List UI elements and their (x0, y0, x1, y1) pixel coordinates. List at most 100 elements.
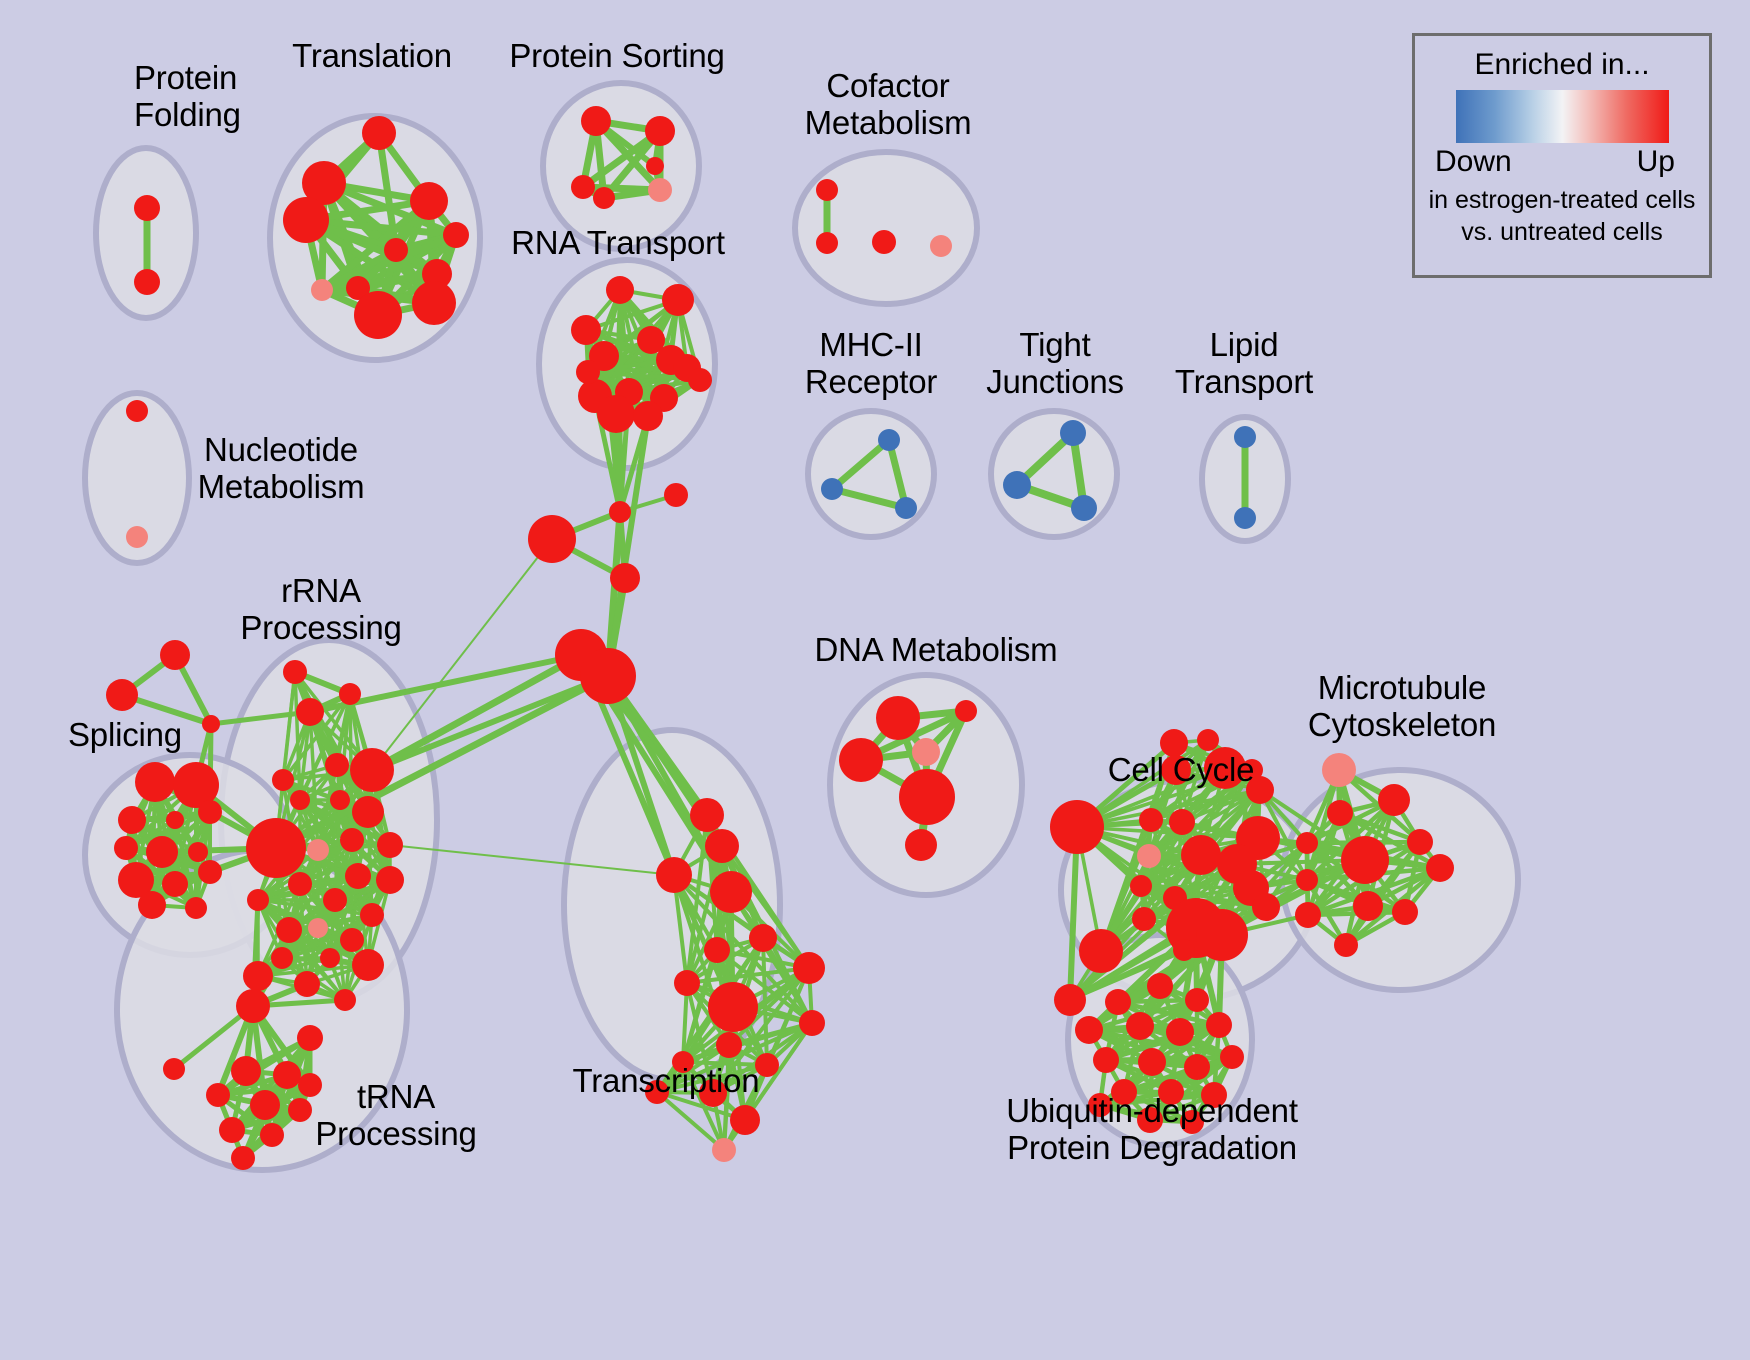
network-node[interactable] (1426, 854, 1454, 882)
network-node[interactable] (320, 948, 340, 968)
network-node[interactable] (674, 970, 700, 996)
network-node[interactable] (339, 683, 361, 705)
network-node[interactable] (325, 753, 349, 777)
network-node[interactable] (571, 175, 595, 199)
network-node[interactable] (288, 1098, 312, 1122)
network-node[interactable] (597, 395, 635, 433)
network-node[interactable] (354, 291, 402, 339)
network-node[interactable] (1158, 1079, 1184, 1105)
network-node[interactable] (1105, 989, 1131, 1015)
network-node[interactable] (1139, 808, 1163, 832)
network-node[interactable] (755, 1053, 779, 1077)
network-node[interactable] (146, 836, 178, 868)
network-node[interactable] (1130, 875, 1152, 897)
network-node[interactable] (1071, 495, 1097, 521)
network-node[interactable] (633, 401, 663, 431)
network-node[interactable] (243, 961, 273, 991)
network-node[interactable] (296, 698, 324, 726)
network-node[interactable] (821, 478, 843, 500)
network-node[interactable] (912, 738, 940, 766)
network-node[interactable] (350, 748, 394, 792)
network-node[interactable] (1234, 507, 1256, 529)
network-node[interactable] (645, 1080, 669, 1104)
network-node[interactable] (699, 1079, 727, 1107)
network-node[interactable] (271, 947, 293, 969)
network-node[interactable] (1126, 1012, 1154, 1040)
network-node[interactable] (1296, 832, 1318, 854)
network-node[interactable] (704, 937, 730, 963)
network-node[interactable] (308, 918, 328, 938)
network-node[interactable] (672, 1051, 694, 1073)
network-node[interactable] (730, 1105, 760, 1135)
network-node[interactable] (1407, 829, 1433, 855)
network-node[interactable] (1137, 844, 1161, 868)
network-node[interactable] (345, 863, 371, 889)
network-node[interactable] (1147, 973, 1173, 999)
network-node[interactable] (1160, 729, 1188, 757)
network-node[interactable] (1060, 420, 1086, 446)
network-node[interactable] (114, 836, 138, 860)
network-node[interactable] (705, 829, 739, 863)
network-node[interactable] (816, 232, 838, 254)
network-node[interactable] (1220, 1045, 1244, 1069)
network-node[interactable] (1353, 891, 1383, 921)
network-node[interactable] (346, 276, 370, 300)
network-node[interactable] (1075, 1016, 1103, 1044)
network-node[interactable] (1197, 729, 1219, 751)
network-node[interactable] (260, 1123, 284, 1147)
network-node[interactable] (352, 796, 384, 828)
network-node[interactable] (1204, 747, 1246, 789)
network-node[interactable] (231, 1056, 261, 1086)
network-node[interactable] (1093, 1047, 1119, 1073)
network-node[interactable] (637, 326, 665, 354)
network-node[interactable] (166, 811, 184, 829)
network-node[interactable] (609, 501, 631, 523)
network-node[interactable] (1138, 1048, 1166, 1076)
network-node[interactable] (1161, 755, 1191, 785)
network-node[interactable] (1137, 1107, 1163, 1133)
network-node[interactable] (247, 889, 269, 911)
network-node[interactable] (352, 949, 384, 981)
network-node[interactable] (376, 866, 404, 894)
network-node[interactable] (272, 769, 294, 791)
network-node[interactable] (610, 563, 640, 593)
network-node[interactable] (1378, 784, 1410, 816)
network-node[interactable] (1392, 899, 1418, 925)
network-node[interactable] (1201, 1082, 1227, 1108)
network-node[interactable] (716, 1032, 742, 1058)
network-node[interactable] (878, 429, 900, 451)
network-node[interactable] (185, 897, 207, 919)
network-node[interactable] (276, 917, 302, 943)
network-node[interactable] (1132, 907, 1156, 931)
network-node[interactable] (443, 222, 469, 248)
network-node[interactable] (1111, 1079, 1137, 1105)
network-node[interactable] (749, 924, 777, 952)
network-node[interactable] (1234, 426, 1256, 448)
network-node[interactable] (198, 860, 222, 884)
network-node[interactable] (712, 1138, 736, 1162)
network-node[interactable] (793, 952, 825, 984)
network-node[interactable] (330, 790, 350, 810)
network-node[interactable] (290, 790, 310, 810)
network-node[interactable] (899, 769, 955, 825)
network-node[interactable] (1079, 929, 1123, 973)
network-node[interactable] (362, 116, 396, 150)
network-node[interactable] (895, 497, 917, 519)
network-node[interactable] (1054, 984, 1086, 1016)
network-node[interactable] (138, 891, 166, 919)
network-node[interactable] (410, 182, 448, 220)
network-node[interactable] (173, 762, 219, 808)
network-node[interactable] (302, 161, 346, 205)
network-node[interactable] (134, 269, 160, 295)
network-node[interactable] (160, 640, 190, 670)
network-node[interactable] (1088, 1093, 1112, 1117)
network-node[interactable] (589, 341, 619, 371)
network-node[interactable] (1246, 776, 1274, 804)
network-node[interactable] (606, 276, 634, 304)
network-node[interactable] (593, 187, 615, 209)
network-node[interactable] (876, 696, 920, 740)
network-node[interactable] (283, 660, 307, 684)
network-node[interactable] (656, 857, 692, 893)
network-node[interactable] (198, 800, 222, 824)
network-node[interactable] (872, 230, 896, 254)
